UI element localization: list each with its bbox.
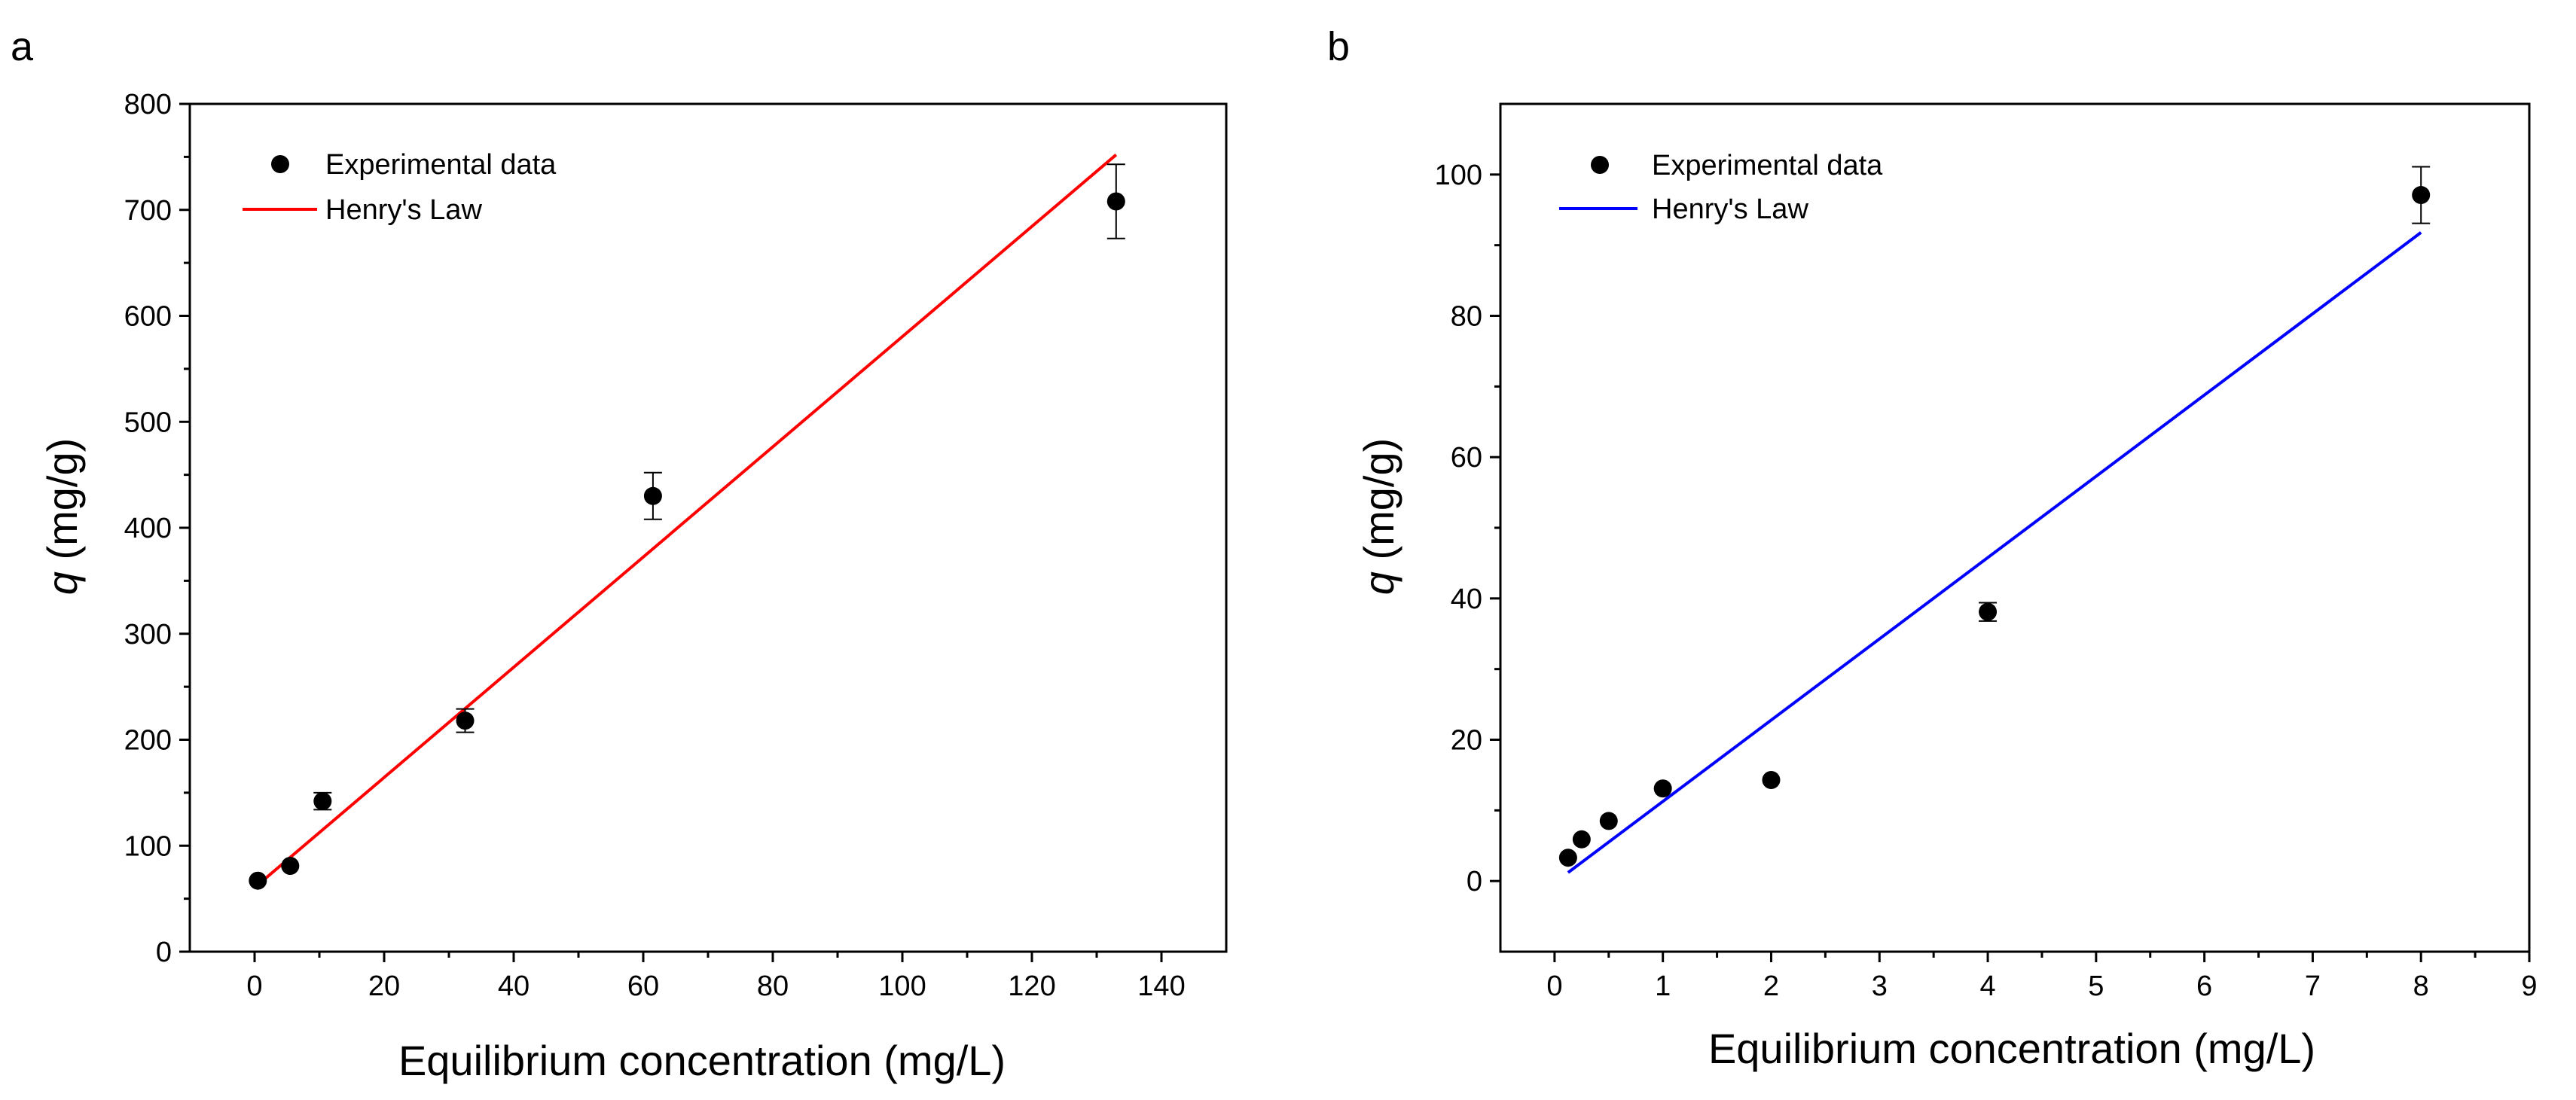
y-tick-label: 800	[124, 89, 172, 120]
panel-a-legend-marker	[271, 155, 289, 173]
panel-a-x-axis-title: Equilibrium concentration (mg/L)	[398, 1037, 1006, 1084]
panel-b-legend-line-label: Henry's Law	[1652, 193, 1808, 225]
henrys-law-line	[1567, 231, 2422, 874]
panel-a-data-points	[249, 163, 1125, 890]
y-tick-label: 0	[1467, 866, 1482, 897]
y-tick-label: 500	[124, 407, 172, 438]
panel-b-y-axis-title: q (mg/g)	[1355, 438, 1402, 596]
y-tick-label: 700	[124, 195, 172, 227]
y-tick-label: 40	[1451, 584, 1482, 615]
data-point	[643, 486, 662, 505]
y-tick-label: 400	[124, 513, 172, 544]
data-point	[1572, 830, 1591, 849]
data-point	[249, 871, 267, 890]
panel-b-ticks	[1490, 173, 2531, 962]
x-tick-label: 5	[2088, 970, 2104, 1002]
panel-b-legend: Experimental data Henry's Law	[1559, 150, 1883, 225]
panel-a-y-axis-title: q (mg/g)	[38, 438, 86, 596]
y-tick-label: 0	[156, 937, 172, 968]
x-tick-label: 60	[627, 970, 659, 1002]
y-tick-label: 20	[1451, 725, 1482, 757]
panel-a-legend-line-label: Henry's Law	[325, 194, 482, 226]
panel-a-y-axis-symbol: q	[38, 571, 86, 595]
panel-a-plot-frame	[188, 102, 1228, 953]
data-point	[1558, 849, 1577, 867]
x-tick-label: 80	[757, 970, 789, 1002]
data-point	[2412, 186, 2431, 205]
x-tick-label: 100	[878, 970, 926, 1002]
x-tick-label: 4	[1979, 970, 1995, 1002]
panel-b-plot-frame	[1499, 102, 2531, 953]
x-tick-label: 120	[1008, 970, 1055, 1002]
y-tick-label: 80	[1451, 301, 1482, 333]
data-point	[456, 711, 475, 730]
panel-b-x-tick-labels: 0 1 2 3 4 5 6 7 8 9	[1546, 970, 2537, 1002]
x-tick-label: 20	[368, 970, 400, 1002]
data-point	[281, 856, 300, 875]
panel-b-y-axis-symbol: q	[1355, 571, 1402, 595]
y-tick-label: 200	[124, 725, 172, 757]
x-tick-label: 2	[1763, 970, 1779, 1002]
panel-b-y-tick-labels: 0 20 40 60 80 100	[1435, 160, 1482, 897]
x-tick-label: 140	[1137, 970, 1185, 1002]
y-tick-label: 300	[124, 619, 172, 651]
x-tick-label: 40	[498, 970, 530, 1002]
panel-a-legend: Experimental data Henry's Law	[243, 149, 557, 226]
panel-b-y-axis-unit: (mg/g)	[1355, 438, 1402, 571]
panel-b: b 0 1 2 3 4 5 6 7 8 9 0 20 40 60 80 100 Equilibrium co…	[1327, 24, 2538, 1072]
x-tick-label: 6	[2196, 970, 2212, 1002]
y-tick-label: 100	[1435, 160, 1482, 191]
panel-b-data-points	[1558, 166, 2431, 867]
panel-a-legend-scatter-label: Experimental data	[325, 149, 557, 181]
data-point	[1599, 812, 1618, 830]
data-point	[313, 792, 332, 811]
data-point	[1762, 770, 1781, 789]
panel-a-fit-line	[257, 154, 1118, 886]
panel-a-y-tick-labels: 0 100 200 300 400 500 600 700 800	[124, 89, 172, 968]
x-tick-label: 3	[1872, 970, 1888, 1002]
x-tick-label: 9	[2521, 970, 2537, 1002]
data-point	[1653, 779, 1672, 798]
y-tick-label: 600	[124, 301, 172, 333]
panel-a-y-axis-unit: (mg/g)	[38, 438, 86, 571]
x-tick-label: 7	[2305, 970, 2321, 1002]
panel-a-letter: a	[11, 24, 34, 69]
y-tick-label: 60	[1451, 442, 1482, 474]
x-tick-label: 8	[2413, 970, 2429, 1002]
panel-b-fit-line	[1567, 231, 2422, 874]
y-tick-label: 100	[124, 830, 172, 862]
panel-b-legend-marker	[1591, 156, 1609, 174]
x-tick-label: 0	[246, 970, 262, 1002]
data-point	[1979, 602, 1998, 621]
panel-b-letter: b	[1327, 24, 1350, 69]
panel-a-x-tick-labels: 0 20 40 60 80 100 120 140	[246, 970, 1185, 1002]
panel-b-legend-scatter-label: Experimental data	[1652, 150, 1883, 181]
panel-a: a 0 20 40 60 80 100 120 140 0 100 200 300 400 500 600…	[11, 24, 1228, 1084]
data-point	[1106, 192, 1125, 211]
henrys-law-line	[257, 154, 1118, 886]
x-tick-label: 0	[1546, 970, 1562, 1002]
x-tick-label: 1	[1655, 970, 1671, 1002]
panel-b-x-axis-title: Equilibrium concentration (mg/L)	[1708, 1025, 2315, 1072]
